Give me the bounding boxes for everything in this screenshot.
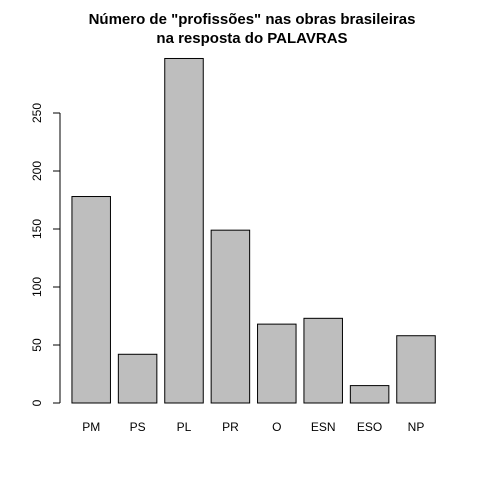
y-tick-label: 100: [30, 277, 44, 297]
chart-title: Número de "profissões" nas obras brasile…: [89, 11, 416, 28]
bar: [396, 335, 436, 404]
bar: [349, 385, 390, 404]
x-tick-label: NP: [408, 420, 425, 434]
bar: [257, 323, 297, 404]
x-tick-label: O: [272, 420, 281, 434]
bar: [303, 317, 343, 404]
x-tick-label: PR: [222, 420, 239, 434]
bar: [210, 229, 251, 404]
x-tick-label: PL: [177, 420, 192, 434]
bar: [117, 353, 158, 404]
y-tick-label: 250: [30, 103, 44, 123]
chart-title: na resposta do PALAVRAS: [156, 30, 347, 47]
x-tick-label: PM: [82, 420, 100, 434]
y-tick-label: 150: [30, 219, 44, 239]
x-tick-label: ESN: [311, 420, 336, 434]
x-tick-label: PS: [130, 420, 146, 434]
y-tick-label: 50: [30, 338, 44, 352]
y-tick-label: 0: [30, 399, 44, 406]
y-tick-label: 200: [30, 161, 44, 181]
bar: [164, 57, 204, 404]
bar: [71, 196, 111, 404]
x-tick-label: ESO: [357, 420, 382, 434]
